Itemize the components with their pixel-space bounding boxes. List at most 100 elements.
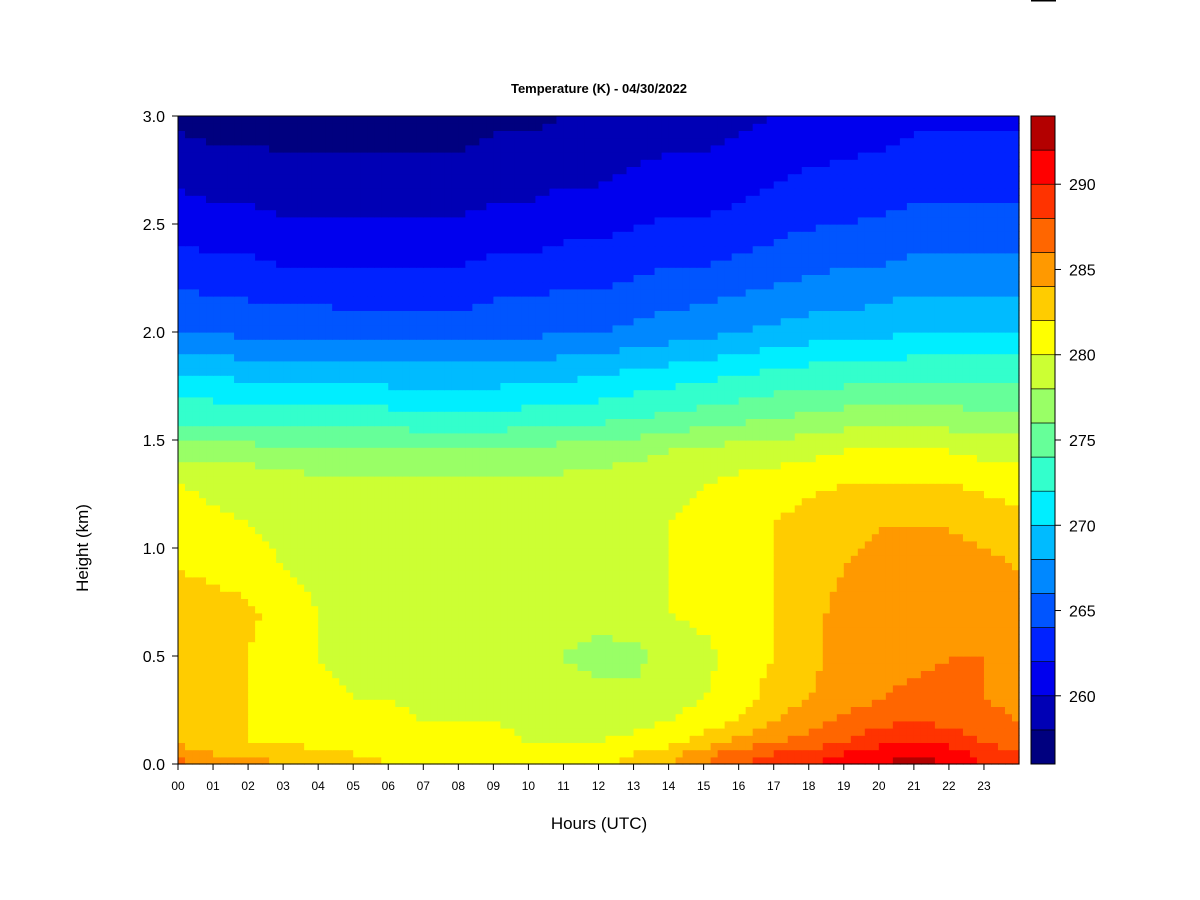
heatmap-cell <box>311 720 319 729</box>
heatmap-cell <box>192 569 200 578</box>
heatmap-cell <box>479 663 487 671</box>
heatmap-cell <box>983 742 992 751</box>
heatmap-cell <box>507 490 515 499</box>
heatmap-cell <box>234 749 242 758</box>
heatmap-cell <box>913 684 922 693</box>
heatmap-cell <box>626 749 635 758</box>
heatmap-cell <box>514 720 523 729</box>
heatmap-cell <box>682 576 691 585</box>
heatmap-cell <box>465 634 473 643</box>
heatmap-cell <box>248 548 256 556</box>
heatmap-cell <box>437 634 445 643</box>
heatmap-cell <box>570 627 579 635</box>
heatmap-cell <box>178 684 186 693</box>
heatmap-cell <box>367 728 375 736</box>
heatmap-cell <box>633 620 642 628</box>
heatmap-cell <box>983 598 992 607</box>
heatmap-cell <box>185 548 193 556</box>
heatmap-cell <box>318 742 326 751</box>
heatmap-cell <box>682 598 691 607</box>
heatmap-cell <box>325 663 333 671</box>
heatmap-cell <box>241 569 249 578</box>
heatmap-cell <box>563 540 572 549</box>
heatmap-cell <box>346 749 354 758</box>
heatmap-cell <box>248 540 256 549</box>
heatmap-cell <box>955 612 964 621</box>
heatmap-cell <box>955 735 964 743</box>
heatmap-cell <box>556 663 565 671</box>
heatmap-cell <box>479 706 487 715</box>
heatmap-cell <box>178 512 186 520</box>
heatmap-cell <box>836 483 845 491</box>
heatmap-cell <box>290 591 298 599</box>
heatmap-cell <box>241 548 249 556</box>
heatmap-cell <box>675 468 684 477</box>
heatmap-cell <box>794 749 803 758</box>
heatmap-cell <box>318 670 326 679</box>
heatmap-cell <box>444 576 452 585</box>
heatmap-cell <box>423 684 431 693</box>
heatmap-cell <box>822 533 831 542</box>
heatmap-cell <box>661 648 670 657</box>
heatmap-cell <box>1011 540 1020 549</box>
heatmap-cell <box>192 713 200 722</box>
heatmap-cell <box>318 540 326 549</box>
heatmap-cell <box>199 533 207 542</box>
heatmap-cell <box>710 540 719 549</box>
heatmap-cell <box>178 569 186 578</box>
heatmap-cell <box>598 504 607 513</box>
heatmap-cell <box>255 519 263 527</box>
heatmap-cell <box>248 569 256 578</box>
heatmap-cell <box>402 663 410 671</box>
heatmap-cell <box>374 519 382 527</box>
heatmap-cell <box>773 519 782 527</box>
heatmap-cell <box>717 548 726 556</box>
heatmap-cell <box>822 562 831 571</box>
heatmap-cell <box>850 648 859 657</box>
heatmap-cell <box>283 512 291 520</box>
heatmap-cell <box>339 569 347 578</box>
heatmap-cell <box>304 692 312 700</box>
heatmap-cell <box>808 576 817 585</box>
heatmap-cell <box>388 749 396 758</box>
heatmap-cell <box>360 461 368 470</box>
heatmap-cell <box>227 634 235 643</box>
heatmap-cell <box>752 684 761 693</box>
heatmap-cell <box>353 540 361 549</box>
heatmap-cell <box>206 504 214 513</box>
heatmap-cell <box>311 713 319 722</box>
heatmap-cell <box>507 620 515 628</box>
heatmap-cell <box>514 461 523 470</box>
heatmap-cell <box>745 605 754 614</box>
heatmap-cell <box>710 605 719 614</box>
heatmap-cell <box>542 504 551 513</box>
heatmap-cell <box>647 598 656 607</box>
heatmap-cell <box>794 576 803 585</box>
heatmap-cell <box>927 584 936 592</box>
heatmap-cell <box>703 476 712 484</box>
heatmap-cell <box>444 720 452 729</box>
heatmap-cell <box>325 641 333 650</box>
heatmap-cell <box>325 548 333 556</box>
heatmap-cell <box>269 526 277 535</box>
heatmap-cell <box>360 706 368 715</box>
heatmap-cell <box>416 670 424 679</box>
heatmap-cell <box>857 533 866 542</box>
heatmap-cell <box>780 512 789 520</box>
heatmap-cell <box>360 627 368 635</box>
heatmap-cell <box>1004 540 1013 549</box>
heatmap-cell <box>689 627 698 635</box>
heatmap-cell <box>850 720 859 729</box>
heatmap-cell <box>556 756 565 765</box>
heatmap-cell <box>612 468 621 477</box>
heatmap-cell <box>997 526 1006 535</box>
heatmap-cell <box>682 670 691 679</box>
heatmap-cell <box>584 548 593 556</box>
heatmap-cell <box>738 540 747 549</box>
heatmap-cell <box>332 742 340 751</box>
heatmap-cell <box>941 634 950 643</box>
heatmap-cell <box>360 526 368 535</box>
heatmap-cell <box>997 497 1006 506</box>
heatmap-cell <box>612 728 621 736</box>
heatmap-cell <box>661 684 670 693</box>
